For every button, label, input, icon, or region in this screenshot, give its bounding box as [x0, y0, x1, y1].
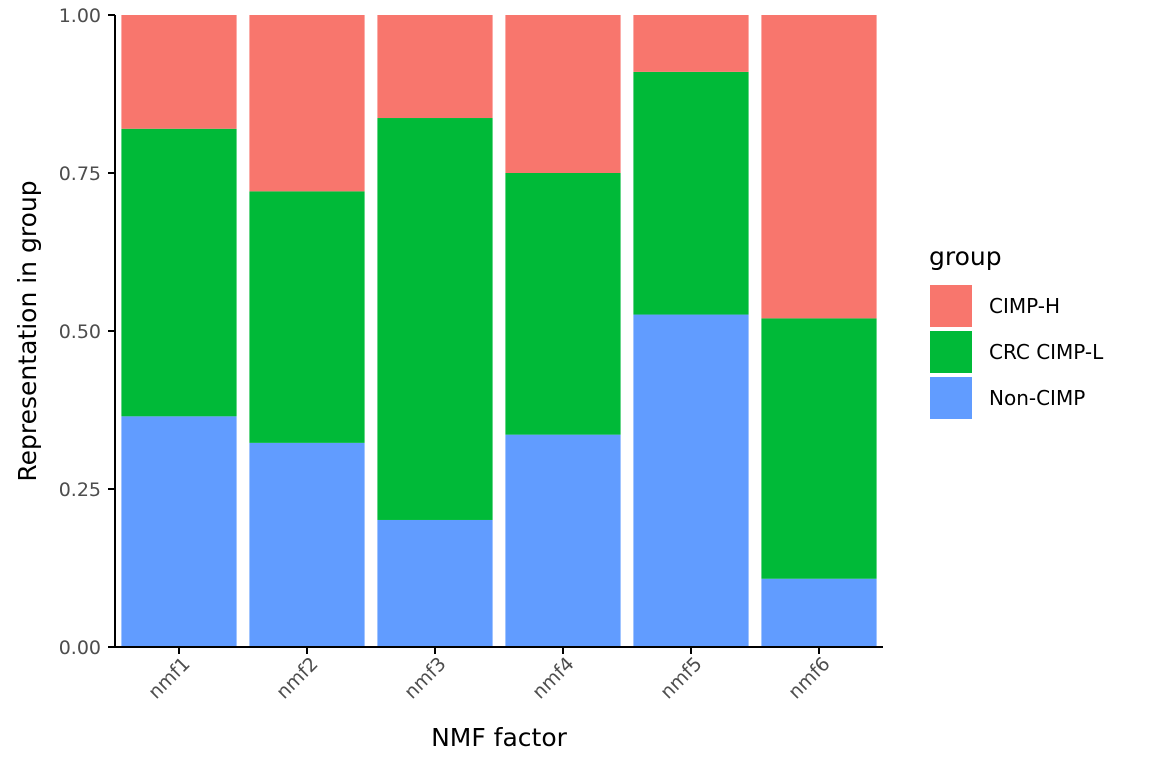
y-axis-title: Representation in group [13, 180, 42, 481]
x-tick-label: nmf1 [144, 653, 194, 703]
bar-nmf4-cimp-h [505, 15, 621, 173]
y-tick-label: 0.75 [59, 163, 101, 185]
x-tick-label: nmf6 [784, 653, 834, 703]
x-axis-ticks: nmf1 nmf2 nmf3 nmf4 nmf5 nmf6 [144, 647, 835, 703]
bar-nmf1-cimp-h [121, 15, 237, 129]
y-tick-label: 0.25 [59, 479, 101, 501]
legend-label: CRC CIMP-L [989, 340, 1104, 364]
legend-key-cimp-h [930, 285, 972, 327]
bar-nmf6-cimp-h [761, 15, 877, 319]
bar-nmf1-crc-cimp-l [121, 128, 237, 417]
bar-nmf3-crc-cimp-l [377, 118, 493, 520]
y-tick-label: 1.00 [59, 5, 101, 27]
bar-nmf2-crc-cimp-l [249, 191, 365, 443]
bar-nmf3-cimp-h [377, 15, 493, 119]
bar-nmf1-non-cimp [121, 416, 237, 647]
legend-title: group [929, 242, 1002, 271]
legend-key-crc-cimp-l [930, 331, 972, 373]
bar-nmf2-cimp-h [249, 15, 365, 192]
legend-key-non-cimp [930, 377, 972, 419]
bar-nmf2-non-cimp [249, 442, 365, 647]
legend-label: CIMP-H [989, 294, 1060, 318]
x-tick-label: nmf5 [656, 653, 706, 703]
bar-nmf5-crc-cimp-l [633, 71, 749, 315]
bar-nmf3-non-cimp [377, 519, 493, 647]
bar-nmf4-non-cimp [505, 434, 621, 647]
x-tick-label: nmf4 [528, 653, 578, 703]
legend: group CIMP-H CRC CIMP-L Non-CIMP [929, 242, 1104, 419]
x-axis-title: NMF factor [431, 723, 568, 752]
bars-layer [121, 15, 877, 647]
bar-nmf6-non-cimp [761, 578, 877, 647]
bar-nmf6-crc-cimp-l [761, 318, 877, 579]
y-tick-label: 0.50 [59, 321, 101, 343]
x-tick-label: nmf3 [400, 653, 450, 703]
bar-nmf4-crc-cimp-l [505, 173, 621, 435]
y-axis-ticks: 0.00 0.25 0.50 0.75 1.00 [59, 5, 115, 659]
x-tick-label: nmf2 [272, 653, 322, 703]
bar-nmf5-cimp-h [633, 15, 749, 72]
bar-nmf5-non-cimp [633, 314, 749, 647]
legend-label: Non-CIMP [989, 386, 1085, 410]
y-tick-label: 0.00 [59, 637, 101, 659]
